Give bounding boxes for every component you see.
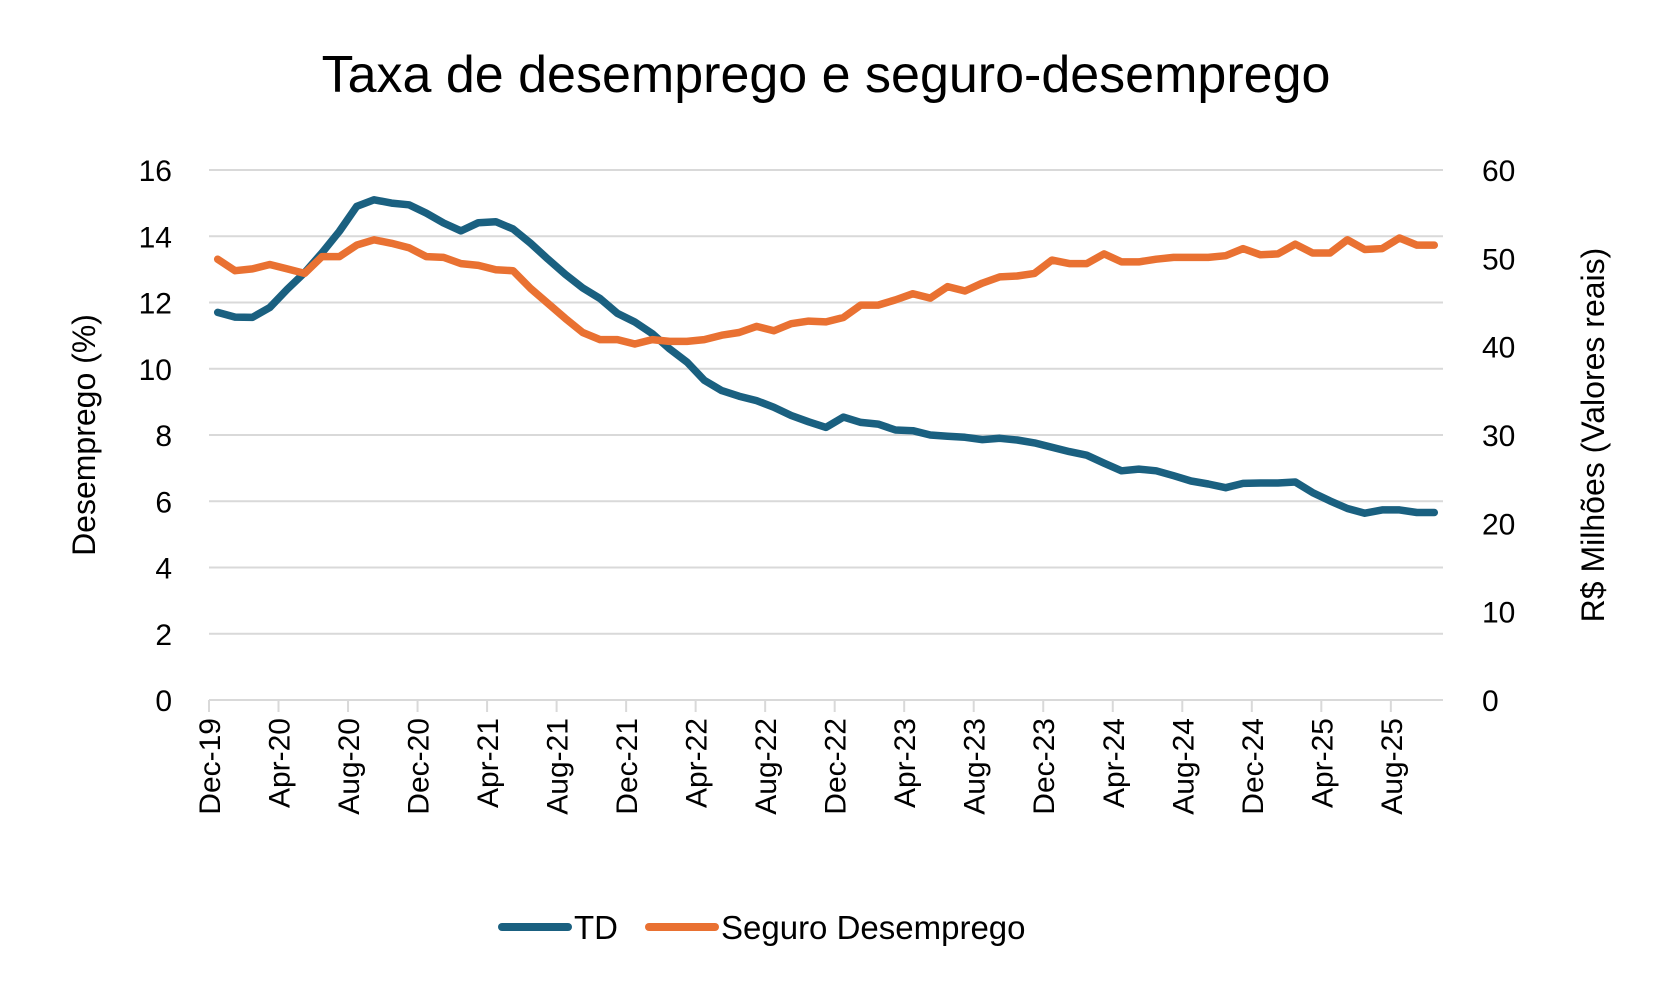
x-tick-label: Dec-20 bbox=[403, 718, 436, 815]
y-tick-label: 16 bbox=[139, 155, 172, 188]
y2-tick-label: 20 bbox=[1482, 508, 1515, 541]
y-tick-label: 10 bbox=[139, 354, 172, 387]
x-tick-label: Aug-22 bbox=[750, 718, 783, 815]
x-tick-label: Dec-21 bbox=[611, 718, 644, 815]
y-axis-left-title: Desemprego (%) bbox=[66, 314, 102, 556]
y-tick-label: 6 bbox=[155, 486, 172, 519]
y-tick-label: 8 bbox=[155, 420, 172, 453]
y2-tick-label: 60 bbox=[1482, 155, 1515, 188]
x-tick-label: Dec-19 bbox=[194, 718, 227, 815]
x-tick-label: Apr-20 bbox=[264, 718, 297, 808]
y-axis-left-ticks: 0 2 4 6 8 10 12 14 16 bbox=[139, 155, 172, 718]
legend: TD Seguro Desemprego bbox=[498, 909, 1026, 946]
x-tick-label: Apr-21 bbox=[472, 718, 505, 808]
legend-label: TD bbox=[574, 909, 618, 946]
y-axis-right-ticks: 0 10 20 30 40 50 60 bbox=[1482, 155, 1515, 718]
x-tick-label: Aug-25 bbox=[1376, 718, 1409, 815]
series-lines bbox=[213, 196, 1439, 517]
gridlines bbox=[209, 169, 1443, 635]
x-tick-label: Apr-25 bbox=[1306, 718, 1339, 808]
series-line-seguro-desemprego bbox=[213, 234, 1439, 348]
y-tick-label: 14 bbox=[139, 221, 172, 254]
x-tick-label: Aug-21 bbox=[542, 718, 575, 815]
series-line-td bbox=[213, 196, 1439, 517]
y2-tick-label: 10 bbox=[1482, 597, 1515, 630]
x-tick-label: Apr-24 bbox=[1098, 718, 1131, 808]
x-tick-label: Aug-23 bbox=[959, 718, 992, 815]
y2-tick-label: 30 bbox=[1482, 420, 1515, 453]
x-axis: Dec-19 Apr-20 Aug-20 Dec-20 Apr-21 Aug-21 Dec-… bbox=[194, 699, 1443, 815]
x-tick-label: Apr-22 bbox=[681, 718, 714, 808]
y2-tick-label: 40 bbox=[1482, 332, 1515, 365]
y-tick-label: 0 bbox=[155, 685, 172, 718]
y-tick-label: 4 bbox=[155, 553, 172, 586]
y-axis-right-title: R$ Milhões (Valores reais) bbox=[1575, 248, 1611, 623]
y2-tick-label: 50 bbox=[1482, 243, 1515, 276]
x-tick-label: Aug-24 bbox=[1167, 718, 1200, 815]
y-tick-label: 12 bbox=[139, 288, 172, 321]
y2-tick-label: 0 bbox=[1482, 685, 1499, 718]
x-tick-label: Dec-23 bbox=[1028, 718, 1061, 815]
chart-title: Taxa de desemprego e seguro-desemprego bbox=[322, 46, 1331, 104]
x-tick-label: Dec-24 bbox=[1237, 718, 1270, 815]
x-tick-label: Dec-22 bbox=[820, 718, 853, 815]
x-tick-label: Aug-20 bbox=[333, 718, 366, 815]
legend-label: Seguro Desemprego bbox=[721, 909, 1026, 946]
x-tick-label: Apr-23 bbox=[889, 718, 922, 808]
y-tick-label: 2 bbox=[155, 619, 172, 652]
